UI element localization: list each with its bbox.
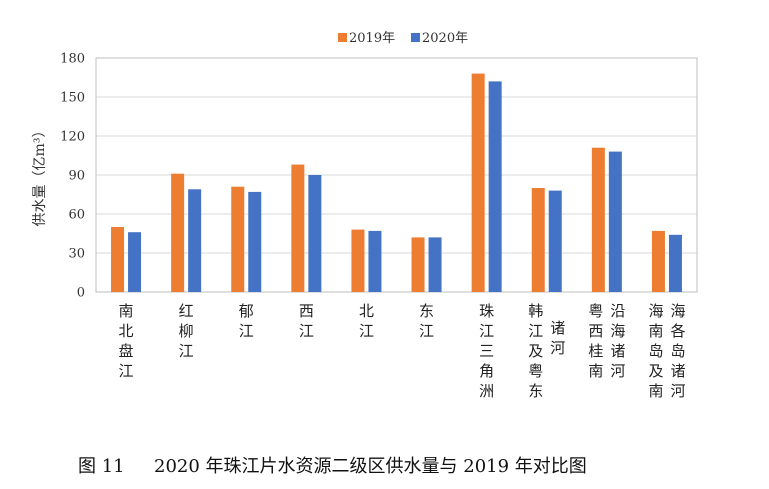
x-category-char: 北 (119, 322, 134, 340)
bar-2020年 (548, 190, 562, 292)
bar-2020年 (668, 234, 682, 292)
x-category-char: 江 (119, 362, 134, 380)
x-category-char: 河 (670, 382, 685, 400)
x-category-char: 韩 (528, 302, 543, 320)
y-tick-label: 180 (60, 52, 85, 67)
bar-2020年 (428, 237, 442, 292)
x-axis-categories: 南北盘江红柳江郁江西江北江东江珠江三角洲韩江及粤东诸河粤西桂南沿海诸河海南岛及南… (119, 302, 686, 400)
bar-2020年 (608, 151, 622, 292)
x-category-char: 粤 (528, 362, 543, 380)
x-category-char: 海 (648, 302, 663, 320)
x-category-char: 沿 (610, 302, 625, 320)
bar-2019年 (171, 173, 185, 292)
legend: 2019年 2020年 (338, 31, 468, 46)
bar-2020年 (188, 189, 202, 292)
x-category-label: 红柳江 (179, 302, 194, 360)
bar-2019年 (291, 164, 305, 292)
legend-label: 2019年 (349, 31, 395, 46)
x-category-char: 西 (299, 302, 314, 320)
x-category-char: 及 (648, 362, 663, 380)
x-category-label: 西江 (299, 302, 314, 340)
bar-2019年 (351, 229, 365, 292)
legend-label: 2020年 (422, 31, 468, 46)
bar-2019年 (111, 227, 125, 292)
bar-2020年 (368, 230, 382, 292)
x-category-char: 三 (479, 342, 494, 360)
x-category-char: 粤 (588, 302, 603, 320)
x-category-char: 南 (648, 322, 663, 340)
bar-2019年 (651, 230, 665, 292)
figure-caption: 图 11 2020 年珠江片水资源二级区供水量与 2019 年对比图 (78, 452, 587, 478)
x-category-char: 盘 (119, 342, 134, 360)
plot-area-border (95, 57, 698, 293)
bar-2019年 (411, 237, 425, 292)
bar-2020年 (248, 191, 262, 292)
x-category-char: 南 (588, 362, 603, 380)
bar-2019年 (531, 188, 545, 292)
x-category-char: 各 (670, 322, 685, 340)
x-category-char: 诸 (550, 319, 565, 337)
legend-swatch (338, 33, 347, 42)
x-category-char: 洲 (479, 382, 494, 400)
y-tick-label: 120 (60, 130, 85, 145)
x-category-char: 海 (670, 302, 685, 320)
bar-2019年 (231, 186, 245, 292)
figure-number: 图 11 (78, 456, 125, 477)
x-category-char: 岛 (648, 342, 663, 360)
bars (111, 73, 682, 293)
x-category-char: 东 (528, 382, 543, 400)
legend-swatch (411, 33, 420, 42)
x-category-char: 河 (550, 339, 565, 357)
x-category-char: 及 (528, 342, 543, 360)
y-tick-label: 150 (60, 91, 85, 106)
x-category-label: 北江 (359, 302, 374, 340)
x-category-label: 郁江 (239, 302, 254, 340)
x-category-char: 柳 (179, 322, 194, 340)
x-category-label: 东江 (419, 302, 434, 340)
x-category-char: 江 (239, 322, 254, 340)
x-category-char: 东 (419, 302, 434, 320)
x-category-char: 桂 (588, 342, 603, 360)
x-category-char: 江 (528, 322, 543, 340)
x-category-char: 岛 (670, 342, 685, 360)
x-category-char: 江 (419, 322, 434, 340)
x-category-char: 北 (359, 302, 374, 320)
y-tick-label: 30 (68, 247, 85, 262)
x-category-char: 南 (648, 382, 663, 400)
bar-2019年 (591, 147, 605, 292)
x-category-char: 诸 (670, 362, 685, 380)
x-category-char: 珠 (479, 302, 494, 320)
x-category-char: 角 (479, 362, 494, 380)
y-axis-ticks: 0 30 60 90 120 150 180 (60, 52, 85, 301)
x-category-char: 海 (610, 322, 625, 340)
y-axis-label: 供水量（亿m³） (32, 124, 48, 227)
grid-lines (95, 57, 698, 293)
x-category-char: 红 (179, 302, 194, 320)
bar-2019年 (471, 73, 485, 292)
x-category-char: 河 (610, 362, 625, 380)
figure-caption-text: 2020 年珠江片水资源二级区供水量与 2019 年对比图 (154, 456, 587, 477)
bar-2020年 (308, 175, 322, 292)
x-category-char: 江 (479, 322, 494, 340)
x-category-char: 江 (359, 322, 374, 340)
x-category-char: 江 (299, 322, 314, 340)
x-category-char: 江 (179, 342, 194, 360)
x-category-char: 南 (119, 302, 134, 320)
bar-2020年 (128, 232, 142, 292)
y-tick-label: 90 (68, 169, 85, 184)
x-category-char: 西 (588, 322, 603, 340)
bar-2020年 (488, 81, 502, 293)
x-category-char: 诸 (610, 342, 625, 360)
y-tick-label: 60 (68, 208, 85, 223)
y-tick-label: 0 (77, 286, 85, 301)
x-category-char: 郁 (239, 302, 254, 320)
